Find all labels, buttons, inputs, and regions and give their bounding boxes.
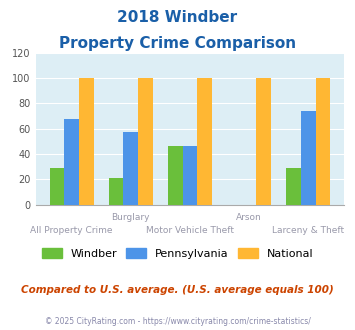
Bar — [182, 147, 197, 205]
Text: Larceny & Theft: Larceny & Theft — [272, 226, 344, 235]
Bar — [64, 118, 79, 205]
Bar — [197, 78, 212, 205]
Bar — [168, 147, 182, 205]
Bar — [50, 168, 64, 205]
Text: Burglary: Burglary — [111, 213, 150, 222]
Bar — [286, 168, 301, 205]
Legend: Windber, Pennsylvania, National: Windber, Pennsylvania, National — [37, 243, 318, 263]
Text: Compared to U.S. average. (U.S. average equals 100): Compared to U.S. average. (U.S. average … — [21, 285, 334, 295]
Bar — [109, 178, 124, 205]
Bar — [124, 132, 138, 205]
Bar — [256, 78, 271, 205]
Text: Motor Vehicle Theft: Motor Vehicle Theft — [146, 226, 234, 235]
Bar — [301, 111, 316, 205]
Text: Property Crime Comparison: Property Crime Comparison — [59, 36, 296, 51]
Text: Arson: Arson — [236, 213, 262, 222]
Bar — [316, 78, 330, 205]
Bar — [138, 78, 153, 205]
Text: 2018 Windber: 2018 Windber — [118, 10, 237, 25]
Text: © 2025 CityRating.com - https://www.cityrating.com/crime-statistics/: © 2025 CityRating.com - https://www.city… — [45, 317, 310, 326]
Text: All Property Crime: All Property Crime — [31, 226, 113, 235]
Bar — [79, 78, 94, 205]
